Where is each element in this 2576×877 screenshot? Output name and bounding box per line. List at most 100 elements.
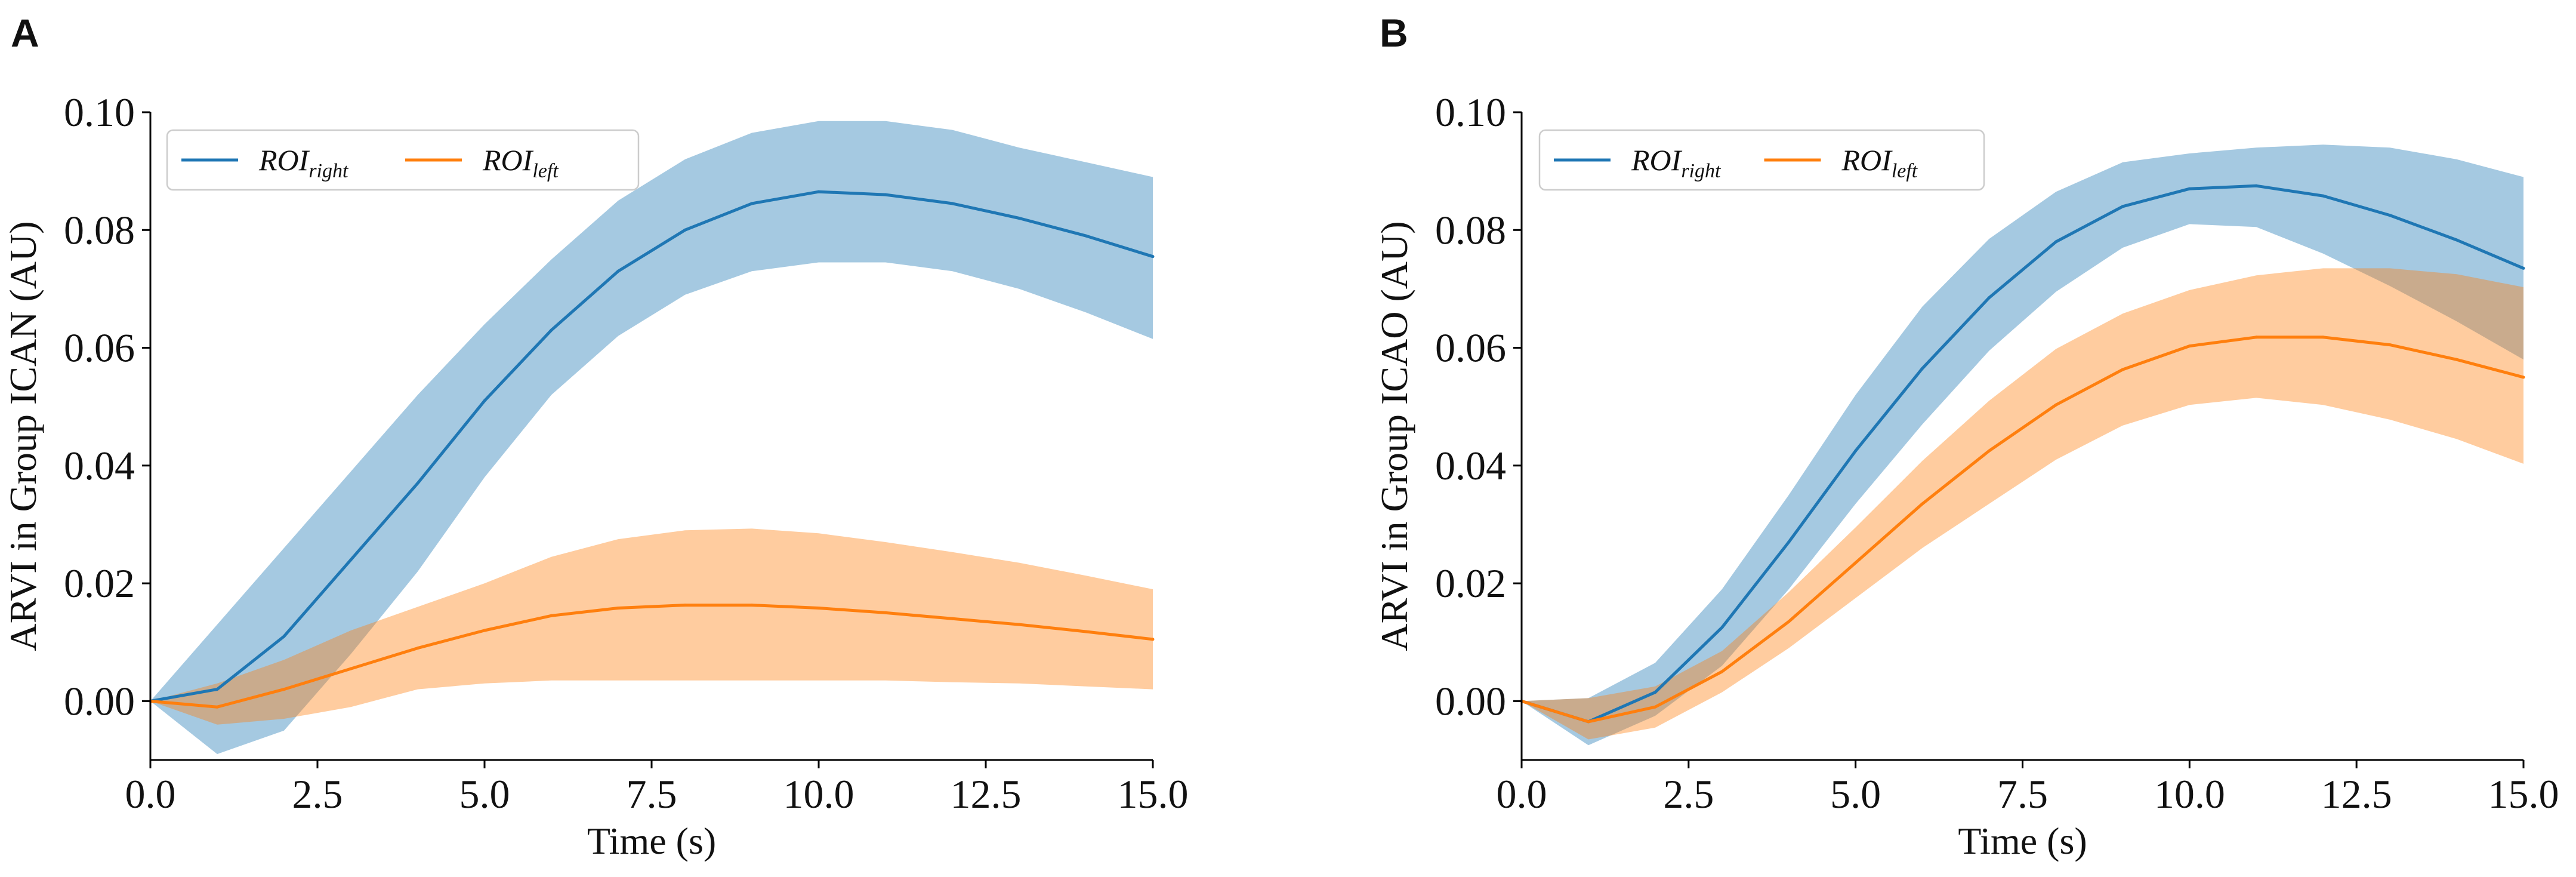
- data-point-right: [1921, 367, 1924, 370]
- y-tick-label: 0.04: [64, 443, 135, 488]
- data-point-right: [2054, 240, 2057, 244]
- data-point-left: [884, 611, 887, 614]
- data-point-left: [416, 647, 419, 650]
- data-point-right: [951, 202, 954, 205]
- confidence-band-left: [1522, 268, 2523, 740]
- data-point-left: [1084, 630, 1088, 633]
- confidence-band-right: [150, 121, 1153, 755]
- data-point-right: [1017, 217, 1021, 220]
- x-tick-label: 0.0: [125, 771, 176, 817]
- data-point-left: [2321, 336, 2325, 339]
- y-axis-title: ARVI in Group ICAN (AU): [2, 221, 44, 651]
- data-point-right: [683, 228, 687, 232]
- data-point-right: [349, 558, 353, 562]
- x-tick-label: 2.5: [292, 771, 343, 817]
- legend-label-left: ROIleft: [1841, 143, 1918, 182]
- y-tick-label: 0.10: [1435, 90, 1506, 135]
- legend-label-main: ROI: [1631, 143, 1683, 177]
- legend-box: [166, 129, 640, 191]
- legend-box: [1538, 129, 1985, 191]
- data-point-left: [2054, 403, 2057, 407]
- data-point-left: [1787, 620, 1791, 623]
- panel-label: B: [1380, 11, 1408, 55]
- x-tick-label: 15.0: [1118, 771, 1189, 817]
- series-line-left: [150, 604, 1153, 709]
- data-point-right: [2188, 187, 2191, 190]
- series-line-right: [150, 190, 1153, 703]
- data-point-left: [750, 604, 754, 607]
- x-tick-label: 5.0: [459, 771, 510, 817]
- chart-panel-b: B 0.0 2.5 5.0 7.5 10.0 12.5 15.0 0.00 0.02 0.04 0.0…: [1373, 11, 2559, 862]
- legend-label-subscript: right: [1681, 160, 1722, 182]
- data-point-right: [884, 193, 887, 196]
- data-point-left: [951, 617, 954, 620]
- data-point-left: [2522, 376, 2525, 379]
- data-point-left: [349, 667, 353, 670]
- data-point-right: [2121, 205, 2124, 208]
- data-point-right: [1787, 540, 1791, 544]
- x-tick-label: 12.5: [951, 771, 1022, 817]
- data-point-right: [1151, 255, 1155, 259]
- data-point-right: [215, 688, 219, 691]
- data-point-right: [1720, 626, 1724, 629]
- data-point-right: [817, 190, 820, 193]
- y-tick-label: 0.04: [1435, 443, 1506, 488]
- confidence-band-right: [1522, 144, 2523, 746]
- legend-label-right: ROIright: [258, 143, 349, 182]
- data-point-right: [2254, 184, 2258, 187]
- data-point-right: [1084, 234, 1088, 238]
- data-point-right: [1653, 691, 1657, 694]
- data-point-left: [2188, 344, 2191, 348]
- data-point-right: [550, 328, 553, 332]
- legend-label-left: ROIleft: [482, 143, 559, 182]
- data-point-right: [483, 399, 486, 402]
- y-tick-label: 0.10: [64, 90, 135, 135]
- data-point-left: [1988, 449, 1991, 453]
- data-point-left: [215, 705, 219, 709]
- x-axis-title: Time (s): [1958, 820, 2087, 862]
- data-point-left: [683, 604, 687, 607]
- x-tick-label: 12.5: [2321, 771, 2392, 817]
- series-line-left: [1521, 336, 2524, 724]
- data-point-right: [2455, 238, 2458, 242]
- data-point-left: [1587, 720, 1590, 724]
- panel-label: A: [11, 11, 39, 55]
- legend-label-subscript: left: [532, 160, 559, 182]
- y-tick-label: 0.08: [64, 207, 135, 253]
- y-tick-label: 0.06: [1435, 325, 1506, 371]
- data-point-left: [1653, 705, 1657, 709]
- legend-label-main: ROI: [482, 143, 534, 177]
- x-tick-label: 15.0: [2488, 771, 2559, 817]
- data-point-left: [1921, 502, 1924, 506]
- x-tick-label: 2.5: [1663, 771, 1714, 817]
- data-point-right: [616, 269, 620, 273]
- x-tick-label: 0.0: [1497, 771, 1547, 817]
- y-tick-label: 0.00: [1435, 678, 1506, 724]
- data-point-left: [2121, 368, 2124, 371]
- legend-label-main: ROI: [1841, 143, 1893, 177]
- x-axis-title: Time (s): [587, 820, 716, 862]
- y-tick-label: 0.08: [1435, 207, 1506, 253]
- data-point-right: [2522, 266, 2525, 270]
- legend-label-subscript: left: [1892, 160, 1918, 182]
- confidence-band-left: [150, 528, 1153, 725]
- data-point-right: [2388, 214, 2392, 217]
- legend-label-subscript: right: [308, 160, 349, 182]
- x-tick-label: 5.0: [1830, 771, 1881, 817]
- data-point-left: [2254, 336, 2258, 339]
- data-point-left: [817, 607, 820, 610]
- data-point-left: [1854, 561, 1858, 565]
- data-point-right: [282, 635, 286, 638]
- y-axis-title: ARVI in Group ICAO (AU): [1373, 221, 1415, 651]
- x-tick-label: 7.5: [1997, 771, 2048, 817]
- x-tick-label: 10.0: [783, 771, 854, 817]
- data-point-right: [1854, 449, 1858, 453]
- data-point-left: [616, 607, 620, 610]
- data-point-left: [550, 614, 553, 617]
- data-point-left: [1720, 670, 1724, 673]
- data-point-left: [1151, 638, 1155, 641]
- y-tick-label: 0.02: [1435, 561, 1506, 606]
- data-point-left: [2388, 343, 2392, 347]
- x-tick-label: 7.5: [627, 771, 677, 817]
